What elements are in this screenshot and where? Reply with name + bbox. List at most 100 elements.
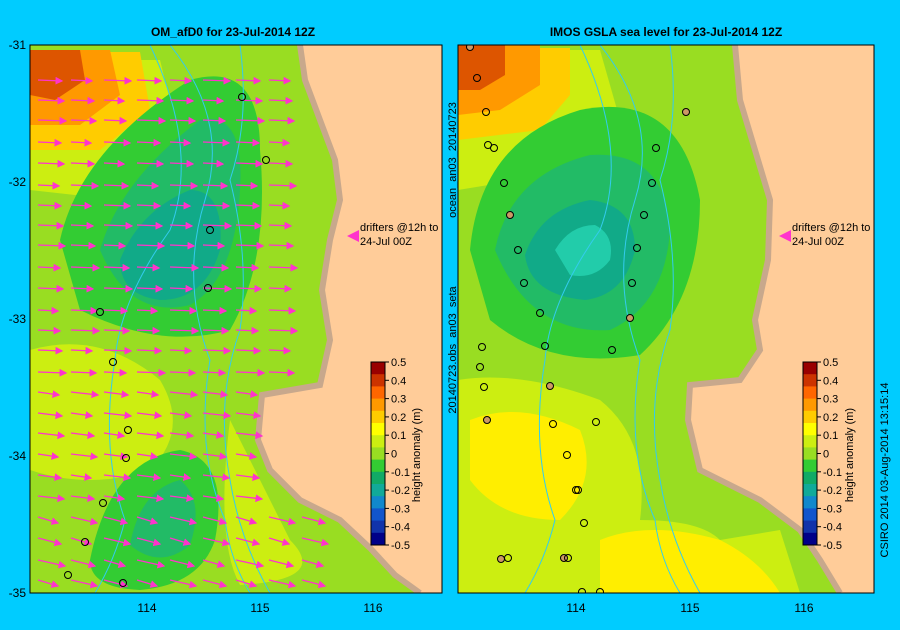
colorbar-swatch: [371, 532, 385, 546]
obs-marker: [578, 588, 586, 593]
drifter-arrow: [70, 284, 95, 293]
drifter-arrow: [169, 241, 196, 250]
drifter-arrow: [169, 390, 199, 399]
drifter-arrow: [268, 241, 295, 250]
left-xtick: 115: [250, 601, 269, 615]
drifter-arrow: [268, 96, 294, 105]
colorbar-swatch: [803, 386, 817, 400]
drifter-arrow: [169, 181, 199, 190]
drifter-arrow: [37, 579, 60, 588]
drifter-arrow: [202, 559, 226, 568]
drifter-arrow: [136, 96, 165, 105]
drifter-arrow: [37, 201, 63, 210]
drifter-arrow: [202, 201, 231, 210]
drifter-arrow: [268, 326, 299, 335]
drifter-arrow: [103, 138, 132, 147]
drifter-arrow: [136, 221, 164, 230]
colorbar-tick-label: 0: [823, 449, 829, 461]
drifter-arrow: [37, 431, 66, 440]
drifter-arrow: [70, 96, 96, 105]
obs-marker: [480, 383, 488, 391]
drifter-arrow: [136, 159, 165, 168]
drifter-arrow: [136, 537, 162, 547]
obs-marker: [482, 108, 490, 116]
drifter-arrow: [235, 431, 264, 440]
colorbar-tick-label: 0.1: [823, 430, 838, 442]
drifter-arrow: [136, 473, 162, 482]
drifter-arrow: [70, 326, 101, 335]
left-obs-markers: [64, 93, 270, 587]
colorbar-swatch: [371, 484, 385, 497]
drifter-arrow: [70, 411, 94, 419]
right-side-label-2: 20140723.obs_an03_seta: [447, 286, 459, 414]
colorbar-tick-label: 0.1: [391, 430, 406, 442]
colorbar-swatch: [803, 362, 817, 375]
drifter-arrow: [70, 390, 100, 399]
colorbar-swatch: [371, 435, 385, 448]
drifter-arrow: [37, 346, 64, 355]
drifter-arrow: [103, 579, 129, 589]
obs-marker: [124, 426, 132, 434]
drifter-arrow: [169, 473, 192, 481]
obs-marker: [541, 342, 549, 350]
drifter-arrow: [103, 368, 128, 377]
drifter-arrow: [136, 138, 162, 147]
drifter-arrow: [202, 326, 230, 335]
drifter-arrow: [268, 201, 291, 210]
drifter-arrow: [169, 346, 193, 355]
left-xtick: 116: [363, 601, 382, 615]
drifter-arrow: [70, 431, 96, 440]
drifter-arrow: [70, 452, 99, 461]
right-frame: [457, 44, 875, 594]
obs-marker: [64, 571, 72, 579]
right-colorbar-label: height anomaly (m): [844, 408, 856, 502]
right-side-label-1: ocean_an03_20140723: [447, 102, 459, 218]
drifter-arrow: [235, 76, 262, 85]
drifter-arrow: [202, 263, 230, 272]
drifter-arrow: [103, 159, 126, 168]
left-colorbar: 0.5 0.4 0.3 0.2 0.1 0 -0.1 -0.2 -0.3 -0.4 -0.5: [370, 357, 410, 552]
right-x-axis: 114 115 116: [566, 601, 813, 615]
drifter-arrow: [169, 579, 198, 589]
drifter-arrow: [169, 96, 195, 105]
drifter-arrow: [103, 516, 129, 526]
obs-marker: [574, 486, 582, 494]
drifter-arrow: [70, 159, 96, 168]
colorbar-tick-label: -0.4: [391, 522, 410, 534]
drifter-arrow: [169, 411, 193, 419]
drifter-arrow: [37, 516, 60, 525]
drifter-arrow: [70, 579, 99, 589]
drifter-arrow: [37, 221, 65, 230]
drifter-arrow: [37, 284, 65, 293]
drifter-arrow: [268, 579, 297, 589]
drifter-arrow: [136, 76, 163, 85]
drifter-arrow: [169, 138, 192, 147]
colorbar-swatch: [803, 423, 817, 436]
left-ytick: -35: [9, 586, 27, 600]
drifter-arrow: [70, 221, 95, 230]
right-title: IMOS GSLA sea level for 23-Jul-2014 12Z: [550, 25, 782, 39]
obs-marker: [99, 499, 107, 507]
colorbar-swatch: [371, 374, 385, 387]
right-xtick: 116: [794, 601, 813, 615]
obs-marker: [580, 519, 588, 527]
drifter-arrow: [202, 284, 233, 293]
drifter-arrow: [235, 473, 261, 482]
drifter-arrow: [136, 346, 163, 355]
drifter-arrow: [169, 516, 198, 526]
drifter-arrow: [301, 516, 327, 526]
drifter-arrow: [37, 559, 67, 569]
drifter-arrow: [235, 494, 264, 503]
drifter-arrow: [70, 473, 93, 481]
colorbar-tick-label: -0.1: [391, 467, 410, 479]
colorbar-swatch: [371, 362, 385, 375]
drifter-arrow: [136, 390, 160, 398]
drifter-arrow: [37, 411, 64, 420]
drifter-arrow: [169, 559, 196, 569]
drifter-arrow: [268, 368, 296, 377]
drifter-arrow: [136, 516, 159, 525]
obs-marker: [633, 244, 641, 252]
obs-marker: [119, 579, 127, 587]
obs-marker: [652, 144, 660, 152]
drifter-arrow: [103, 221, 134, 230]
